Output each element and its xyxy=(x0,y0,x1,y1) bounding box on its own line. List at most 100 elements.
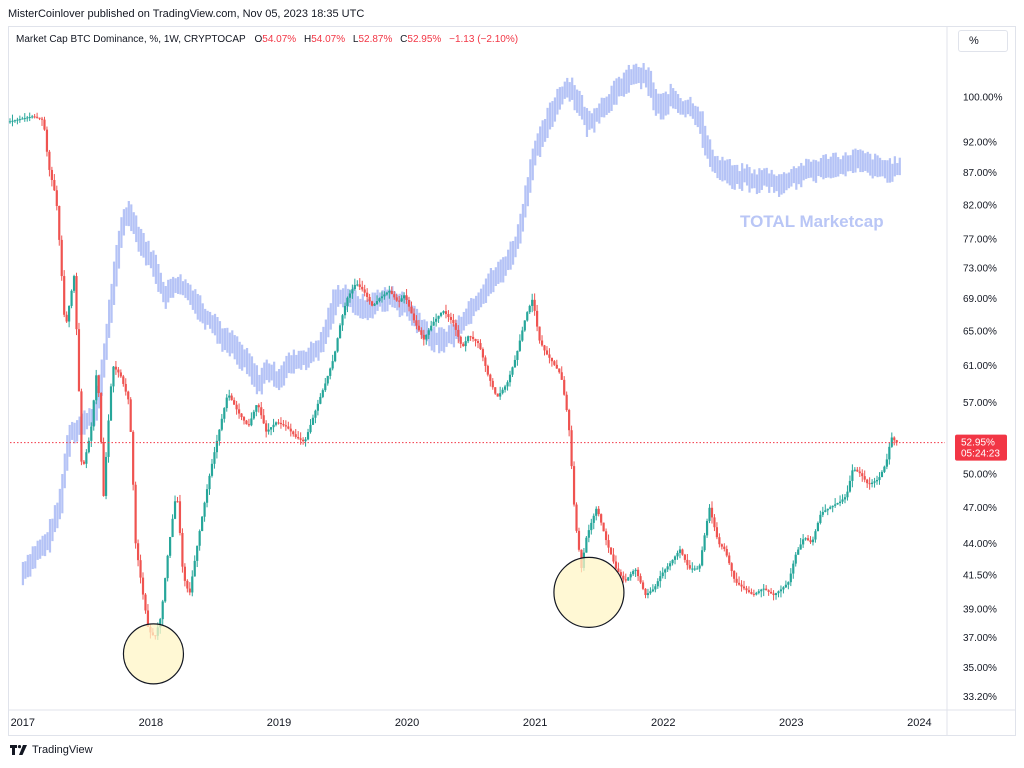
btc-candle-body xyxy=(334,351,337,362)
total-marketcap-bar xyxy=(679,98,682,115)
btc-candle-body xyxy=(774,593,778,596)
total-marketcap-bar xyxy=(598,103,601,124)
total-marketcap-bar xyxy=(869,153,872,176)
btc-candle-body xyxy=(356,284,359,286)
total-marketcap-bar xyxy=(100,359,103,396)
total-marketcap-bar xyxy=(509,241,512,270)
total-marketcap-bar xyxy=(716,155,719,179)
total-marketcap-bar xyxy=(699,111,702,134)
btc-candle-body xyxy=(683,554,686,560)
legend-high-value: 54.07% xyxy=(311,34,346,45)
total-marketcap-bar xyxy=(349,290,352,308)
btc-candle-body xyxy=(629,574,632,578)
btc-candle-body xyxy=(479,343,482,350)
total-marketcap-bar xyxy=(664,91,667,116)
total-marketcap-bar xyxy=(209,311,212,329)
btc-candle-body xyxy=(348,293,352,298)
total-marketcap-bar xyxy=(612,80,616,105)
total-marketcap-bar xyxy=(551,101,554,127)
total-marketcap-bar xyxy=(883,160,887,179)
total-marketcap-bar xyxy=(297,350,300,369)
total-marketcap-bar xyxy=(842,155,845,175)
legend-low-label: L xyxy=(352,34,359,45)
total-marketcap-bar xyxy=(593,108,596,133)
total-marketcap-bar xyxy=(140,228,143,256)
x-tick-label-5: 2022 xyxy=(651,717,675,729)
percent-scale-button[interactable]: % xyxy=(958,30,1008,52)
btc-candle-body xyxy=(821,511,824,515)
btc-candle-body xyxy=(378,298,381,302)
btc-candle-body xyxy=(114,366,118,370)
total-marketcap-bar xyxy=(785,173,788,191)
btc-candle-body xyxy=(834,504,837,506)
total-marketcap-bar xyxy=(738,171,741,189)
annotation-circle-0 xyxy=(122,623,185,685)
btc-candle-body xyxy=(385,292,388,295)
btc-candle-body xyxy=(673,556,677,560)
btc-candle-body xyxy=(368,296,371,302)
btc-candle-body xyxy=(191,576,194,593)
total-marketcap-bar xyxy=(361,293,364,319)
btc-candle-body xyxy=(203,502,206,517)
btc-candle-body xyxy=(124,383,127,392)
total-marketcap-bar xyxy=(487,273,490,297)
total-marketcap-bar xyxy=(504,256,507,276)
total-marketcap-bar xyxy=(275,371,278,388)
total-marketcap-bar xyxy=(48,519,52,553)
btc-candle-body xyxy=(883,466,886,472)
total-marketcap-bar xyxy=(110,283,113,323)
btc-candle-body xyxy=(873,481,876,483)
btc-candle-body xyxy=(858,471,861,474)
x-tick-label-1: 2018 xyxy=(139,717,163,729)
total-marketcap-bar xyxy=(627,64,630,93)
total-marketcap-bar xyxy=(573,85,576,111)
total-marketcap-bar xyxy=(356,296,359,316)
total-marketcap-bar xyxy=(571,77,574,100)
btc-candle-body xyxy=(476,340,480,344)
total-marketcap-bar xyxy=(206,310,209,325)
total-marketcap-bar xyxy=(580,95,584,120)
btc-candle-body xyxy=(297,436,300,439)
btc-candle-body xyxy=(95,375,98,401)
btc-candle-body xyxy=(287,426,290,429)
btc-candle-body xyxy=(77,329,81,392)
total-marketcap-bar xyxy=(194,289,197,314)
btc-candle-body xyxy=(856,469,859,472)
btc-candle-body xyxy=(696,568,699,570)
btc-candle-body xyxy=(306,432,310,440)
btc-candle-body xyxy=(521,330,524,341)
total-marketcap-bar xyxy=(780,174,783,195)
btc-candle-body xyxy=(604,531,608,541)
total-marketcap-bar xyxy=(684,100,687,118)
btc-candle-body xyxy=(134,484,137,544)
total-marketcap-bar xyxy=(329,303,332,330)
total-marketcap-bar xyxy=(142,232,145,258)
total-marketcap-bar xyxy=(876,155,879,178)
btc-candle-body xyxy=(617,568,620,573)
total-marketcap-bar xyxy=(723,160,726,181)
btc-candle-body xyxy=(853,469,856,471)
btc-candle-body xyxy=(597,508,600,515)
btc-candle-body xyxy=(205,489,209,503)
btc-candle-body xyxy=(496,393,499,397)
btc-candle-body xyxy=(710,507,714,518)
btc-candle-body xyxy=(166,555,169,579)
total-marketcap-bar xyxy=(396,294,399,311)
total-marketcap-bar xyxy=(810,161,813,178)
btc-candle-body xyxy=(782,587,785,590)
total-marketcap-bar xyxy=(319,332,323,353)
total-marketcap-bar xyxy=(386,289,389,312)
btc-candle-body xyxy=(720,544,723,547)
total-marketcap-bar xyxy=(388,289,392,305)
total-marketcap-bar xyxy=(824,154,827,178)
btc-candle-body xyxy=(735,578,738,583)
total-marketcap-bar xyxy=(398,293,401,318)
btc-candle-body xyxy=(861,473,864,477)
btc-candle-body xyxy=(410,306,413,314)
total-marketcap-bar xyxy=(497,261,500,284)
y-tick-label-0: 100.00% xyxy=(963,92,1003,103)
total-marketcap-bar xyxy=(539,126,542,158)
btc-candle-body xyxy=(366,292,369,297)
btc-candle-body xyxy=(565,394,568,411)
